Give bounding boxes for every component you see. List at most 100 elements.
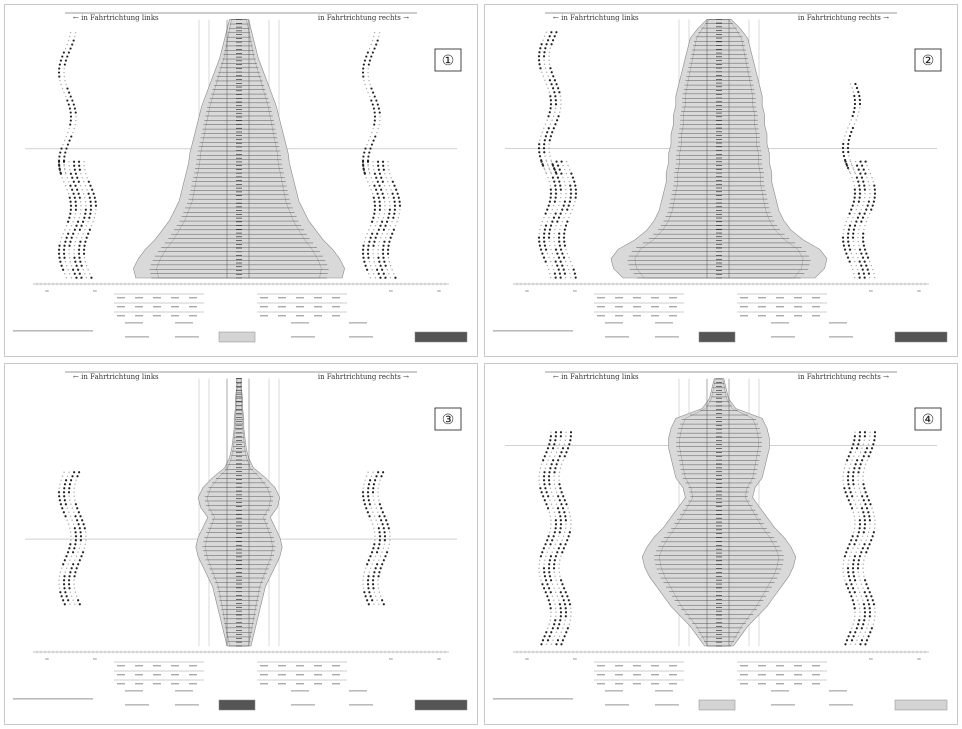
density-dot	[542, 479, 546, 482]
density-dot	[75, 119, 77, 122]
density-dot	[560, 451, 563, 454]
density-dot	[386, 252, 390, 255]
table-cell	[135, 306, 143, 308]
density-dot	[570, 523, 572, 525]
density-dot	[857, 240, 859, 243]
density-dot	[388, 229, 390, 231]
density-dot	[89, 208, 92, 211]
density-dot	[367, 495, 370, 498]
density-dot	[538, 143, 541, 146]
density-dot	[852, 635, 855, 638]
density-dot	[862, 635, 865, 637]
density-dot	[852, 471, 855, 474]
density-dot	[81, 177, 83, 179]
density-dot	[873, 515, 876, 517]
density-dot	[560, 103, 562, 105]
density-dot	[69, 531, 72, 533]
density-dot	[63, 559, 66, 562]
density-dot	[854, 643, 857, 645]
density-dot	[844, 160, 847, 163]
table-cell	[794, 674, 802, 676]
table-cell	[314, 306, 322, 308]
density-dot	[57, 491, 61, 494]
density-dot	[863, 523, 867, 526]
density-dot	[60, 237, 63, 239]
density-dot	[376, 103, 379, 106]
density-dot	[69, 273, 71, 275]
density-dot	[569, 607, 572, 609]
axis-tick-label: 50	[93, 289, 97, 293]
density-dot	[548, 571, 551, 574]
density-dot	[64, 79, 66, 82]
density-dot	[560, 491, 563, 494]
density-dot	[73, 168, 76, 171]
density-dot	[70, 535, 72, 537]
density-dot	[554, 248, 558, 251]
density-dot	[539, 248, 543, 251]
density-dot	[542, 475, 546, 478]
density-dot	[370, 143, 374, 146]
density-dot	[549, 99, 552, 102]
density-dot	[68, 196, 71, 199]
density-dot	[553, 559, 556, 562]
density-dot	[552, 87, 555, 90]
density-dot	[80, 209, 82, 211]
density-dot	[543, 471, 546, 474]
density-dot	[538, 151, 541, 154]
density-dot	[549, 527, 552, 529]
density-dot	[542, 55, 546, 58]
density-dot	[566, 447, 570, 450]
density-dot	[68, 161, 70, 163]
density-dot	[368, 151, 371, 154]
density-dot	[362, 587, 365, 589]
density-dot	[61, 475, 64, 477]
density-dot	[370, 189, 372, 191]
axis-tick-label: 50	[389, 289, 393, 293]
density-dot	[846, 479, 850, 482]
density-dot	[372, 244, 375, 247]
density-dot	[547, 127, 550, 130]
density-dot	[76, 475, 79, 478]
density-dot	[70, 135, 73, 138]
density-dot	[549, 212, 552, 215]
header-right-label: in Fahrtrichtung rechts →	[798, 14, 889, 22]
density-dot	[390, 177, 392, 179]
density-dot	[66, 43, 68, 46]
density-dot	[72, 221, 74, 223]
density-dot	[862, 272, 865, 275]
density-dot	[853, 543, 856, 546]
density-dot	[863, 200, 865, 203]
density-dot	[551, 264, 553, 267]
density-dot	[376, 599, 378, 601]
density-dot	[558, 232, 561, 235]
density-dot	[550, 463, 553, 466]
density-dot	[867, 455, 870, 458]
density-dot	[551, 583, 554, 585]
density-dot	[856, 535, 859, 538]
density-dot	[370, 519, 372, 521]
density-dot	[858, 543, 861, 545]
density-dot	[549, 579, 553, 582]
density-dot	[568, 200, 571, 203]
density-dot	[72, 232, 75, 235]
density-dot	[78, 471, 81, 474]
density-dot	[846, 587, 850, 590]
density-dot	[376, 160, 380, 163]
density-dot	[571, 264, 573, 267]
density-dot	[853, 487, 856, 489]
density-dot	[375, 507, 377, 509]
density-dot	[550, 643, 553, 645]
density-dot	[556, 627, 559, 630]
table-cell	[669, 674, 677, 676]
density-dot	[563, 603, 567, 606]
density-dot	[59, 260, 62, 263]
density-dot	[84, 240, 87, 243]
table-cell	[794, 315, 802, 317]
density-dot	[58, 575, 61, 577]
density-dot	[369, 595, 372, 598]
table-cell	[812, 315, 820, 317]
density-dot	[373, 35, 375, 38]
density-dot	[555, 491, 558, 493]
density-dot	[378, 204, 382, 207]
density-dot	[553, 563, 556, 566]
